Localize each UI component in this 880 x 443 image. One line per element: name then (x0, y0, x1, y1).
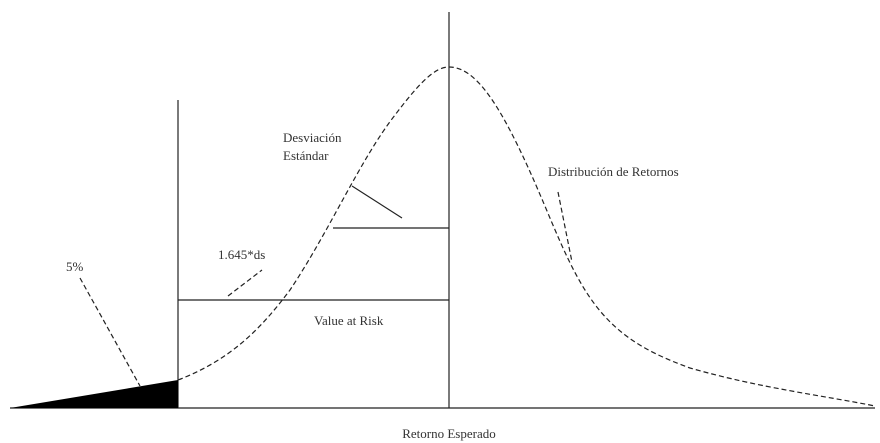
std-label: Estándar (283, 148, 329, 163)
std-leader (351, 185, 403, 219)
std-label: Desviación (283, 130, 342, 145)
distribution-curve (177, 66, 876, 407)
x-label: Retorno Esperado (402, 426, 496, 441)
mult-label: 1.645*ds (218, 247, 265, 262)
dist-label: Distribución de Retornos (548, 164, 679, 179)
dist-leader (557, 191, 573, 263)
tail-leader (79, 277, 141, 387)
tail-area (10, 380, 178, 408)
tail-label: 5% (66, 259, 84, 274)
var-label: Value at Risk (314, 313, 384, 328)
mult-leader (227, 269, 263, 297)
